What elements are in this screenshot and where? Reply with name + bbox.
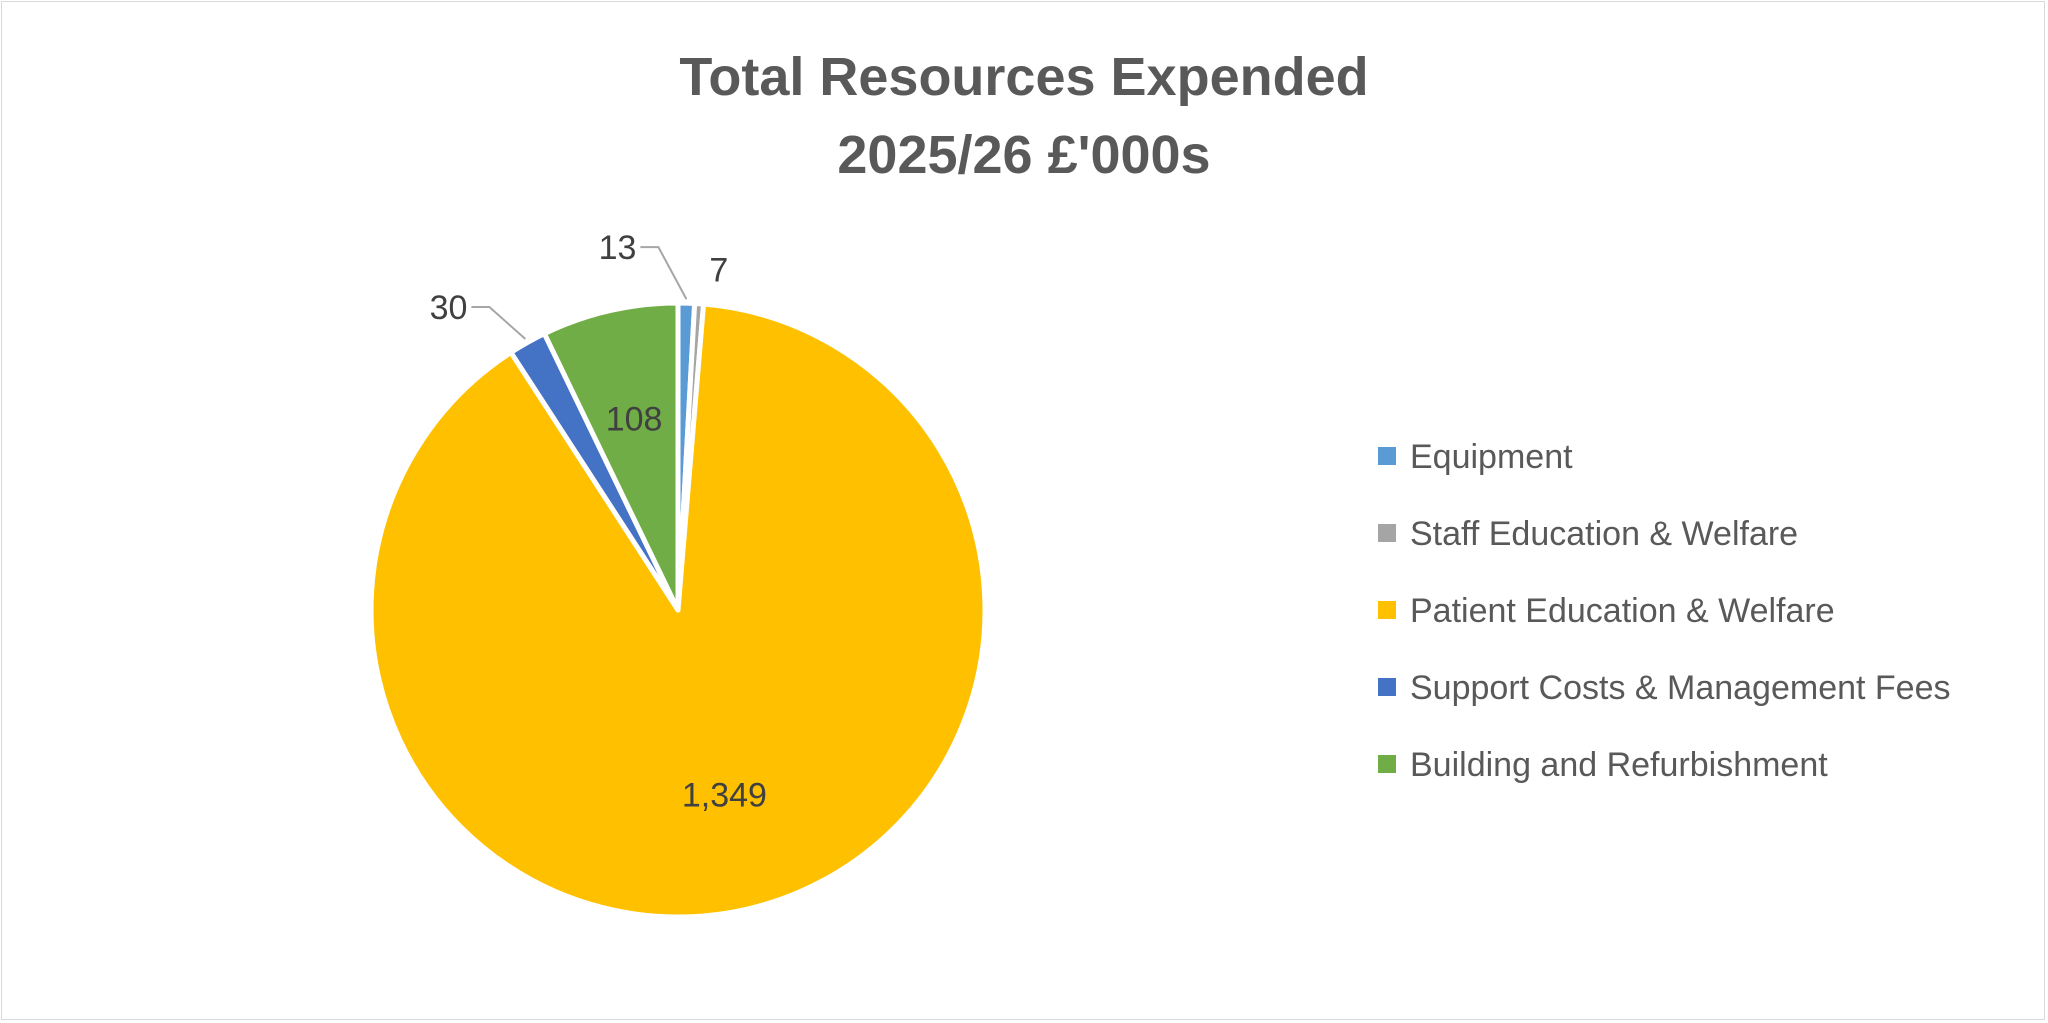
pie-slices [368, 300, 988, 920]
legend-item-equipment: Equipment [1378, 438, 1573, 476]
data-label-staff-education-and-welfare: 7 [709, 252, 728, 290]
legend-swatch-support-costs-and-management-fees [1378, 678, 1396, 696]
data-label-patient-education-and-welfare: 1,349 [682, 777, 767, 815]
data-labels: 13 7 1,349 30 108 [430, 229, 767, 815]
legend-item-building-and-refurbishment: Building and Refurbishment [1378, 746, 1828, 784]
legend-swatch-building-and-refurbishment [1378, 755, 1396, 773]
legend-label-support-costs-and-management-fees: Support Costs & Management Fees [1410, 669, 1951, 707]
chart-title-line-2: 2025/26 £'000s [837, 125, 1210, 185]
legend-label-building-and-refurbishment: Building and Refurbishment [1410, 746, 1828, 784]
data-label-equipment: 13 [599, 229, 637, 267]
leader-line-equipment [640, 246, 688, 300]
legend-label-equipment: Equipment [1410, 438, 1573, 476]
legend-label-staff-education-and-welfare: Staff Education & Welfare [1410, 515, 1798, 553]
legend-item-support-costs-and-management-fees: Support Costs & Management Fees [1378, 669, 1951, 707]
legend-swatch-patient-education-and-welfare [1378, 601, 1396, 619]
chart-title-line-1: Total Resources Expended [679, 47, 1368, 107]
data-label-building-and-refurbishment: 108 [606, 401, 663, 439]
legend: Equipment Staff Education & Welfare Patien… [1378, 438, 1951, 784]
legend-swatch-staff-education-and-welfare [1378, 524, 1396, 542]
data-label-support-costs-and-management-fees: 30 [430, 289, 468, 327]
pie-slice-building-and-refurbishment [541, 300, 681, 613]
leader-line-support-costs-and-management-fees [471, 306, 527, 340]
legend-label-patient-education-and-welfare: Patient Education & Welfare [1410, 592, 1835, 630]
leader-lines [471, 246, 688, 340]
legend-item-staff-education-and-welfare: Staff Education & Welfare [1378, 515, 1798, 553]
legend-swatch-equipment [1378, 447, 1396, 465]
legend-item-patient-education-and-welfare: Patient Education & Welfare [1378, 592, 1835, 630]
